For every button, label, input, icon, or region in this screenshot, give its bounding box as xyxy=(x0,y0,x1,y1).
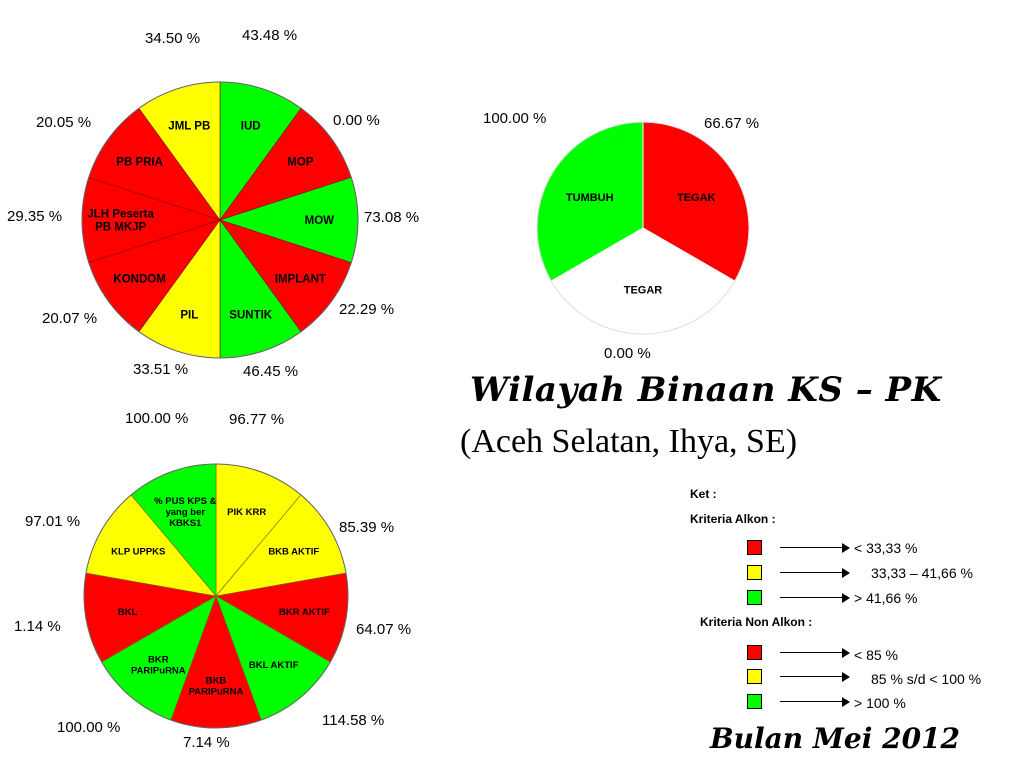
pie3-slice-label: BKL AKTIF xyxy=(249,660,299,671)
pie1-slice-label: MOP xyxy=(287,157,314,169)
pie3-outline xyxy=(83,463,349,729)
pie3-value-label: 64.07 % xyxy=(356,621,412,638)
legend-alkon-text: < 33,33 % xyxy=(854,540,918,556)
legend-non-alkon-text: 85 % s/d < 100 % xyxy=(871,671,982,687)
pie2-value-label: 100.00 % xyxy=(483,110,547,127)
pie3-value-label: 85.39 % xyxy=(339,519,395,536)
alkon-pie-chart: IUD MOP MOW IMPLANT SUNTIK PIL KONDOM JLH Peser… xyxy=(81,81,359,359)
pie1-slice-label: KONDOM xyxy=(113,273,165,285)
pie1-slice-label: MOW xyxy=(305,215,335,227)
arrow-icon xyxy=(780,697,850,707)
pie1-value-label: 29.35 % xyxy=(7,208,63,225)
legend-swatch-yellow xyxy=(747,669,762,684)
pie1-slice-label: JML PB xyxy=(168,121,210,133)
pie1-value-label: 73.08 % xyxy=(364,209,420,226)
pie3-value-label: 114.58 % xyxy=(322,712,385,729)
arrow-icon xyxy=(780,648,850,658)
legend-swatch-red xyxy=(747,645,762,660)
arrow-icon xyxy=(780,568,850,578)
pie1-slice-label: PB PRIA xyxy=(116,157,163,169)
pie1-value-label: 22.29 % xyxy=(339,301,395,318)
status-pie-chart: TEGAK TEGAR TUMBUH xyxy=(536,121,750,335)
pie3-slice-label: BKR AKTIF xyxy=(279,607,330,618)
page-title: Wilayah Binaan KS – PK xyxy=(470,370,942,410)
arrow-icon xyxy=(780,593,850,603)
pie1-value-label: 34.50 % xyxy=(145,30,201,47)
pie2-outline xyxy=(536,121,750,335)
pie3-value-label: 97.01 % xyxy=(25,513,81,530)
pie3-slice-label: PIK KRR xyxy=(227,507,266,518)
pie1-slice-label: JLH Peserta PB MKJP xyxy=(87,208,154,233)
pie3-slice-label: KLP UPPKS xyxy=(111,546,165,557)
legend-non-alkon-text: > 100 % xyxy=(854,695,906,711)
page-subtitle: (Aceh Selatan, Ihya, SE) xyxy=(460,423,798,460)
legend-swatch-green xyxy=(747,590,762,605)
legend-alkon-text: 33,33 – 41,66 % xyxy=(871,565,973,581)
legend-alkon-text: > 41,66 % xyxy=(854,590,918,606)
period-label: Bulan Mei 2012 xyxy=(710,722,961,755)
non-alkon-pie-chart: PIK KRR BKB AKTIF BKR AKTIF BKL AKTIF BKB PAR… xyxy=(83,463,349,729)
legend-swatch-green xyxy=(747,694,762,709)
legend-swatch-yellow xyxy=(747,565,762,580)
pie1-slice-label: PIL xyxy=(180,310,198,322)
pie1-value-label: 33.51 % xyxy=(133,361,189,378)
legend-ket-label: Ket : xyxy=(690,487,717,501)
pie1-value-label: 46.45 % xyxy=(243,363,299,380)
pie2-value-label: 66.67 % xyxy=(704,115,760,132)
legend-swatch-red xyxy=(747,540,762,555)
pie2-slice-label: TEGAK xyxy=(677,192,716,204)
pie3-value-label: 96.77 % xyxy=(229,411,285,428)
pie1-outline xyxy=(81,81,359,359)
pie1-slice-label: IUD xyxy=(241,121,261,133)
pie3-slice-label: BKB AKTIF xyxy=(268,546,319,557)
legend-alkon-heading: Kriteria Alkon : xyxy=(690,512,776,526)
pie1-value-label: 20.05 % xyxy=(36,114,92,131)
pie2-slice-label: TEGAR xyxy=(624,284,663,296)
pie1-value-label: 20.07 % xyxy=(42,310,98,327)
pie3-value-label: 100.00 % xyxy=(125,410,189,427)
pie3-value-label: 100.00 % xyxy=(57,719,121,736)
pie1-value-label: 0.00 % xyxy=(333,112,380,129)
legend-non-alkon-text: < 85 % xyxy=(854,647,898,663)
pie3-slice-label: % PUS KPS & yang ber KBKS1 xyxy=(154,496,216,529)
arrow-icon xyxy=(780,543,850,553)
pie2-slice-label: TUMBUH xyxy=(566,192,614,204)
legend-non-alkon-heading: Kriteria Non Alkon : xyxy=(700,615,813,629)
pie1-slice-label: SUNTIK xyxy=(229,310,272,322)
pie1-value-label: 43.48 % xyxy=(242,27,298,44)
pie2-value-label: 0.00 % xyxy=(604,345,651,362)
arrow-icon xyxy=(780,672,850,682)
pie3-slice-label: BKL xyxy=(118,607,138,618)
pie3-value-label: 7.14 % xyxy=(183,734,230,751)
pie3-slice-label: BKB PARIPuRNA xyxy=(189,676,244,698)
pie3-value-label: 1.14 % xyxy=(14,618,61,635)
pie1-slice-label: IMPLANT xyxy=(275,273,326,285)
pie3-slice-label: BKR PARIPuRNA xyxy=(131,655,186,677)
